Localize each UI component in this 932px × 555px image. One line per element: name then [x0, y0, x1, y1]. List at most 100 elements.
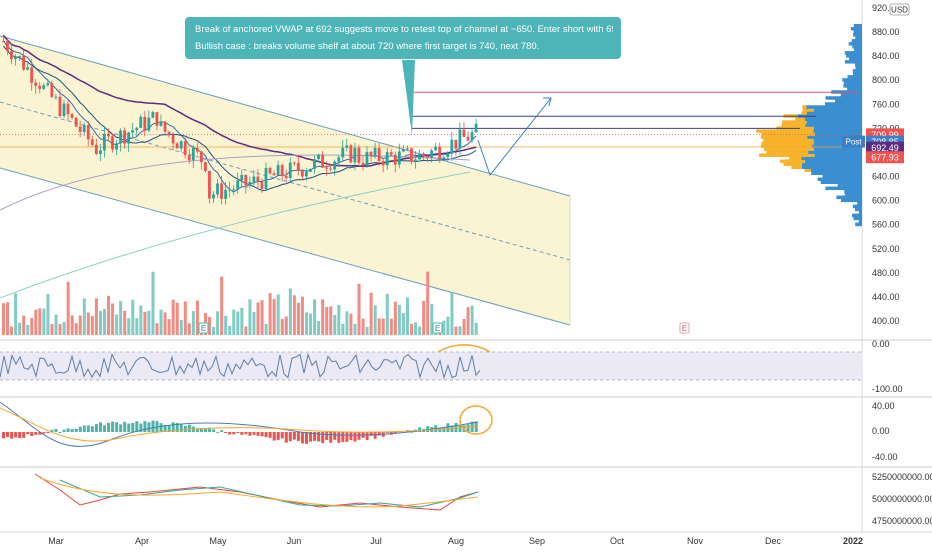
- volume-bar: [244, 326, 248, 335]
- volume-profile-bar: [840, 93, 862, 97]
- candle-body: [119, 130, 122, 144]
- volume-profile-bar: [802, 105, 807, 109]
- volume-profile-bar: [763, 147, 815, 151]
- volume-profile-bar: [837, 183, 862, 188]
- macd-histogram-bar: [42, 432, 46, 434]
- earnings-marker: [679, 322, 690, 334]
- volume-bar: [131, 299, 135, 335]
- volume-profile-bar: [844, 189, 862, 194]
- volume-profile-bar: [852, 33, 862, 37]
- volume-bar: [288, 288, 292, 335]
- volume-bar: [90, 316, 94, 335]
- candle-body: [66, 103, 70, 115]
- volume-bar: [82, 298, 86, 335]
- candle-body: [373, 147, 377, 157]
- price-tick-label: 800.00: [872, 75, 900, 85]
- macd-histogram-bar: [454, 423, 458, 432]
- drawings: [402, 60, 552, 177]
- candle-body: [426, 155, 429, 158]
- macd-histogram-bar: [143, 421, 147, 432]
- volume-bar: [103, 308, 106, 335]
- volume-bar: [175, 302, 179, 335]
- volume-bar: [292, 295, 296, 335]
- candle-body: [454, 139, 458, 149]
- macd-histogram-bar: [216, 431, 220, 433]
- candle-body: [434, 146, 438, 151]
- volume-bar: [321, 299, 325, 335]
- volume-profile-bar: [791, 165, 802, 169]
- candle-body: [401, 148, 405, 152]
- volume-bar: [406, 297, 409, 335]
- macd-histogram-bar: [264, 432, 268, 438]
- macd-histogram-bar: [369, 432, 373, 436]
- volume-profile-bar: [801, 156, 862, 160]
- candle-body: [329, 168, 333, 170]
- volume-bar: [195, 300, 199, 335]
- volume-profile-bar: [802, 108, 815, 112]
- volume-profile-bar: [852, 204, 862, 209]
- candle-body: [86, 125, 90, 140]
- volume-profile-bar: [844, 60, 862, 64]
- volume-bar: [458, 326, 462, 335]
- volume-profile-bar: [814, 153, 862, 157]
- candle-body: [474, 123, 478, 133]
- volume-bar: [54, 314, 58, 335]
- volume-profile-bar: [853, 48, 862, 52]
- volume-bar: [14, 293, 18, 335]
- macd-histogram-bar: [107, 422, 111, 432]
- volume-bar: [397, 304, 401, 335]
- volume-profile-bar: [808, 150, 862, 154]
- volume-bar: [462, 319, 466, 335]
- candle-body: [252, 176, 256, 182]
- price-tick-label: 640.00: [872, 172, 900, 182]
- candle-body: [228, 189, 232, 191]
- price-tick-label: 920.00: [872, 3, 900, 13]
- volume-bar: [6, 302, 10, 335]
- volume-bar: [179, 319, 183, 335]
- volume-bar: [232, 309, 236, 335]
- volume-profile-bar: [844, 51, 862, 55]
- volume-profile-bar: [763, 138, 814, 142]
- time-tick-label: Sep: [529, 536, 545, 546]
- candle-body: [414, 159, 417, 162]
- volume-profile-bar: [811, 171, 862, 175]
- time-tick-label: Aug: [448, 536, 464, 546]
- time-tick-label: Nov: [687, 536, 704, 546]
- macd-histogram-bar: [325, 432, 329, 440]
- volume-profile-bar: [855, 222, 862, 227]
- macd-histogram-bar: [280, 432, 284, 439]
- candle-body: [418, 153, 421, 160]
- volume-bar: [155, 323, 159, 335]
- candle-body: [38, 85, 42, 89]
- macd-histogram-bar: [98, 422, 102, 432]
- macd-histogram-bar: [224, 432, 228, 433]
- volume-profile-bar: [811, 168, 862, 172]
- volume-profile-bar: [820, 180, 862, 185]
- volume-profile-bar: [824, 102, 862, 106]
- macd-histogram-bar: [385, 432, 389, 434]
- volume-profile-bar: [853, 216, 862, 221]
- macd-histogram-bar: [163, 424, 167, 432]
- candle-body: [220, 183, 223, 199]
- candle-body: [470, 132, 474, 141]
- candle-body: [2, 41, 5, 43]
- macd-histogram-bar: [90, 426, 94, 432]
- candle-body: [313, 159, 316, 169]
- price-tick-label: 840.00: [872, 51, 900, 61]
- volume-profile-bar: [848, 57, 862, 61]
- channel-mid-line: [0, 101, 571, 261]
- macd-histogram-bar: [204, 428, 207, 432]
- candle-body: [111, 136, 114, 150]
- candle-body: [143, 116, 147, 131]
- macd-histogram-bar: [175, 422, 179, 432]
- candle-body: [151, 112, 155, 118]
- candle-body: [393, 154, 397, 165]
- volume-bar: [300, 296, 304, 335]
- volume-bar: [151, 271, 155, 335]
- signal-line: [0, 407, 479, 442]
- volume-bar: [127, 318, 131, 335]
- macd-histogram-bar: [46, 432, 50, 433]
- candle-body: [62, 103, 66, 116]
